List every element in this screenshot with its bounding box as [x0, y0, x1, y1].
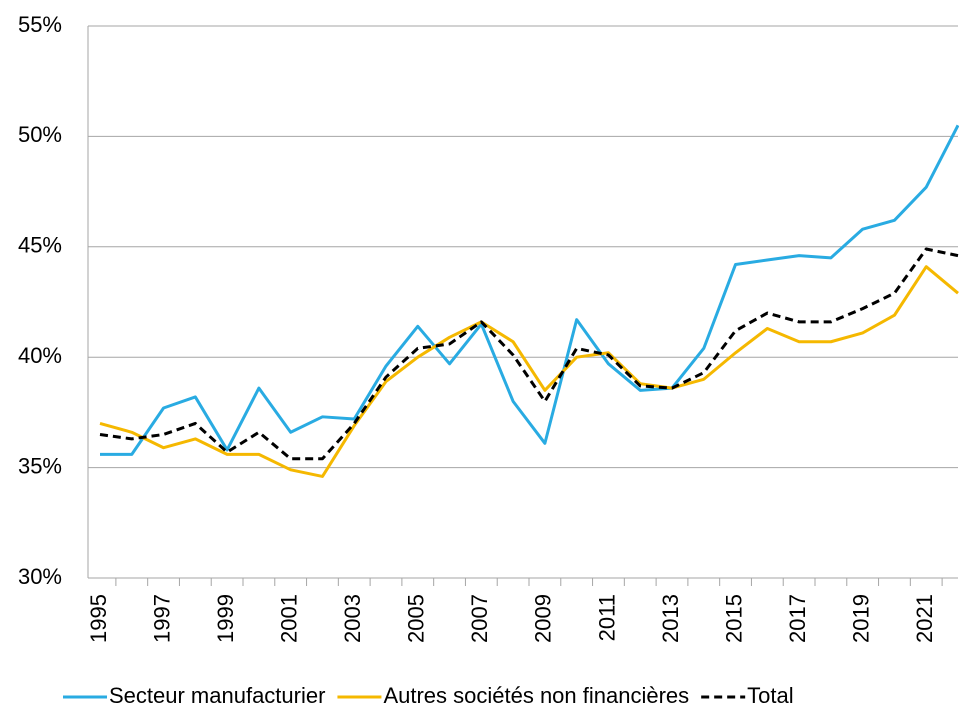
x-tick-label: 1997 [149, 594, 174, 643]
x-tick-label: 2009 [531, 594, 556, 643]
x-tick-label: 2011 [594, 594, 619, 641]
y-tick-label: 55% [18, 12, 62, 37]
series-line [99, 265, 959, 478]
legend-label: Total [747, 683, 793, 708]
y-tick-label: 35% [18, 453, 62, 478]
x-tick-label: 1995 [86, 594, 111, 643]
x-tick-label: 2005 [404, 594, 429, 643]
x-tick-label: 2019 [848, 594, 873, 643]
x-tick-label: 1999 [213, 594, 238, 643]
x-tick-label: 2013 [658, 594, 683, 643]
x-tick-label: 2007 [467, 594, 492, 643]
y-tick-label: 40% [18, 343, 62, 368]
y-tick-label: 50% [18, 122, 62, 147]
x-tick-label: 2015 [721, 594, 746, 643]
legend-label: Secteur manufacturier [109, 683, 325, 708]
legend-label: Autres sociétés non financières [383, 683, 689, 708]
y-tick-label: 45% [18, 233, 62, 258]
series-line [99, 247, 959, 461]
y-tick-label: 30% [18, 564, 62, 589]
series-line [100, 124, 959, 456]
x-tick-label: 2001 [276, 594, 301, 643]
x-tick-label: 2021 [912, 594, 937, 643]
x-tick-label: 2003 [340, 594, 365, 643]
x-tick-label: 2017 [785, 594, 810, 643]
